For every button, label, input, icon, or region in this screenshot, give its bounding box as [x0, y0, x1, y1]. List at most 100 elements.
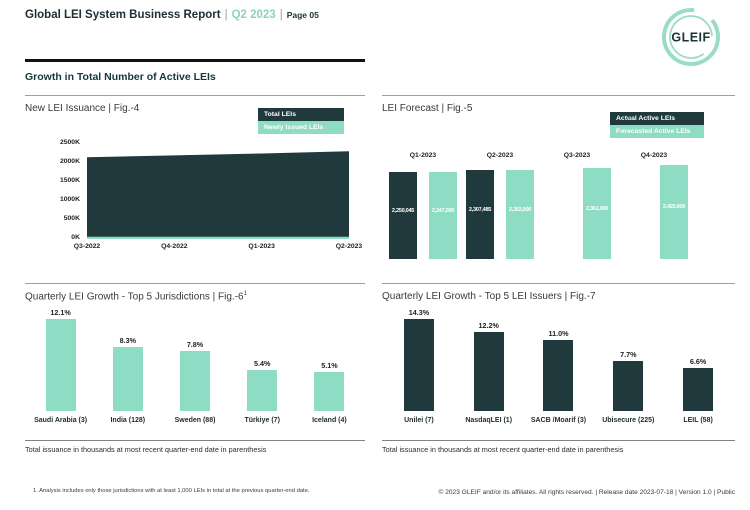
panel-fig6: Quarterly LEI Growth - Top 5 Jurisdictio…	[25, 283, 365, 474]
fig5-actual-bar: 2,307,485	[466, 169, 494, 259]
fig5-bar-value-label: 2,425,000	[662, 204, 686, 211]
fig5-quarter-group: Q2-2023 2,307,485 2,302,000	[465, 152, 535, 259]
fig4-legend-total: Total LEIs	[258, 108, 344, 121]
fig6-bar	[180, 351, 210, 411]
fig6-title-text: Quarterly LEI Growth - Top 5 Jurisdictio…	[25, 291, 244, 303]
fig6-category-label: Iceland (4)	[312, 417, 347, 424]
fig4-y-tick-label: 0K	[71, 234, 80, 241]
fig7-value-label: 6.6%	[689, 357, 707, 367]
fig7-column: 14.3%	[384, 308, 454, 411]
fig7-category-label: NasdaqLEI (1)	[465, 417, 513, 424]
header-separator: |	[279, 9, 283, 21]
fig7-columns: 14.3% 12.2% 11.0% 7.7% 6.6%	[384, 308, 733, 411]
fig7-bar	[613, 360, 644, 411]
header-separator: |	[224, 9, 228, 21]
fig5-bar-value-label: 2,302,000	[508, 207, 532, 214]
fig4-y-tick-label: 500K	[63, 215, 80, 222]
report-header: Global LEI System Business Report | Q2 202…	[25, 9, 319, 21]
fig7-value-label: 11.0%	[548, 328, 569, 338]
fig6-value-label: 12.1%	[50, 308, 71, 317]
fig5-quarter-group: Q3-2023 2,361,000	[542, 152, 612, 259]
fig7-category-label: SACB /Moarif (3)	[530, 417, 587, 424]
fig4-newly-issued-area	[87, 236, 349, 239]
fig4-y-tick-label: 1500K	[59, 177, 80, 184]
fig5-quarter-label: Q2-2023	[486, 152, 514, 159]
fig7-category-label: Ubisecure (225)	[602, 417, 655, 424]
section-title: Growth in Total Number of Active LEIs	[25, 71, 216, 83]
fig5-actual-bar: 2,250,045	[389, 171, 417, 259]
fig5-quarter-group: Q1-2023 2,250,045 2,247,000	[388, 152, 458, 259]
fig7-bar	[473, 331, 504, 411]
fig6-category-labels: Saudi Arabia (3) India (128) Sweden (88) Tü…	[27, 417, 363, 424]
gleif-logo-text: GLEIF	[671, 31, 710, 45]
fig6-column: 12.1%	[27, 308, 94, 411]
fig6-value-label: 7.8%	[186, 340, 204, 349]
fig5-bar-value-label: 2,307,485	[468, 207, 492, 214]
fig6-category-label: Türkiye (7)	[244, 417, 280, 424]
fig6-value-label: 8.3%	[119, 336, 136, 346]
fig6-column: 8.3%	[94, 308, 161, 411]
fig6-title-superscript: 1	[243, 291, 247, 297]
fig5-forecast-bar: 2,361,000	[583, 167, 611, 259]
gleif-logo-icon: GLEIF	[662, 8, 720, 66]
fig7-bar	[543, 339, 574, 411]
report-title: Global LEI System Business Report	[25, 9, 221, 21]
fig5-bar-pair: 2,425,000	[619, 162, 689, 259]
analysis-footnote: 1. Analysis includes only those jurisdic…	[33, 488, 310, 494]
fig7-bar	[683, 368, 714, 411]
fig5-bar-pair: 2,307,485 2,302,000	[465, 162, 535, 259]
fig5-legend-actual: Actual Active LEIs	[610, 112, 704, 125]
fig7-value-label: 14.3%	[408, 308, 430, 317]
fig7-footnote-rule	[382, 440, 735, 441]
fig6-title: Quarterly LEI Growth - Top 5 Jurisdictio…	[25, 291, 247, 302]
fig6-bar	[112, 347, 143, 411]
fig7-column: 6.6%	[663, 308, 733, 411]
fig5-quarter-group: Q4-2023 2,425,000	[619, 152, 689, 259]
fig7-title: Quarterly LEI Growth - Top 5 LEI Issuers…	[382, 291, 596, 302]
fig7-column: 7.7%	[593, 308, 663, 411]
fig4-y-tick-label: 2000K	[59, 158, 80, 165]
fig7-value-label: 12.2%	[478, 320, 499, 330]
fig4-y-tick-label: 2500K	[59, 139, 80, 146]
report-period: Q2 2023	[231, 9, 276, 21]
fig4-x-axis-label: Q1-2023	[248, 243, 275, 250]
fig4-x-axis-label: Q3-2022	[73, 243, 101, 250]
fig7-column: 11.0%	[524, 308, 594, 411]
panel-fig7: Quarterly LEI Growth - Top 5 LEI Issuers…	[382, 283, 735, 474]
fig5-bar-value-label: 2,361,000	[585, 205, 609, 212]
fig6-columns: 12.1% 8.3% 7.8% 5.4% 5.1%	[27, 308, 363, 411]
fig6-footnote-rule	[25, 440, 365, 441]
fig5-bar-pair: 2,361,000	[542, 162, 612, 259]
fig4-total-area	[87, 151, 349, 239]
fig6-value-label: 5.1%	[321, 360, 338, 370]
fig5-legend: Actual Active LEIs Forecasted Active LEI…	[610, 112, 704, 138]
fig5-quarter-label: Q3-2023	[563, 152, 591, 159]
fig6-bar	[247, 369, 278, 411]
fig4-y-tick-label: 1000K	[59, 196, 80, 203]
fig5-forecast-bar: 2,247,000	[429, 171, 457, 259]
fig6-column: 5.4%	[229, 308, 296, 411]
fig5-bar-pair: 2,250,045 2,247,000	[388, 162, 458, 259]
fig5-quarter-label: Q4-2023	[640, 152, 668, 159]
fig6-bar	[45, 319, 76, 411]
fig7-value-label: 7.7%	[620, 349, 637, 359]
fig7-bar	[403, 319, 434, 411]
gleif-logo: GLEIF	[659, 5, 723, 69]
fig4-x-axis-label: Q4-2022	[161, 243, 188, 250]
page-number: Page 05	[286, 10, 319, 20]
footer-copyright: © 2023 GLEIF and/or its affiliates. All …	[438, 489, 736, 496]
fig7-category-labels: Unilei (7) NasdaqLEI (1) SACB /Moarif (3) U…	[384, 417, 733, 424]
fig6-footnote: Total issuance in thousands at most rece…	[25, 445, 267, 454]
fig5-legend-forecast: Forecasted Active LEIs	[610, 125, 704, 138]
fig7-column: 12.2%	[454, 308, 524, 411]
fig6-bar	[314, 371, 345, 411]
fig5-forecast-bar: 2,302,000	[506, 169, 534, 259]
fig6-value-label: 5.4%	[254, 358, 271, 368]
fig4-x-axis-label: Q2-2023	[335, 243, 363, 250]
panel-fig5: LEI Forecast | Fig.-5 Actual Active LEIs…	[382, 95, 735, 274]
fig5-quarter-label: Q1-2023	[409, 152, 437, 159]
fig6-column: 7.8%	[161, 308, 228, 411]
fig5-title: LEI Forecast | Fig.-5	[382, 103, 473, 114]
header-rule	[25, 59, 365, 62]
